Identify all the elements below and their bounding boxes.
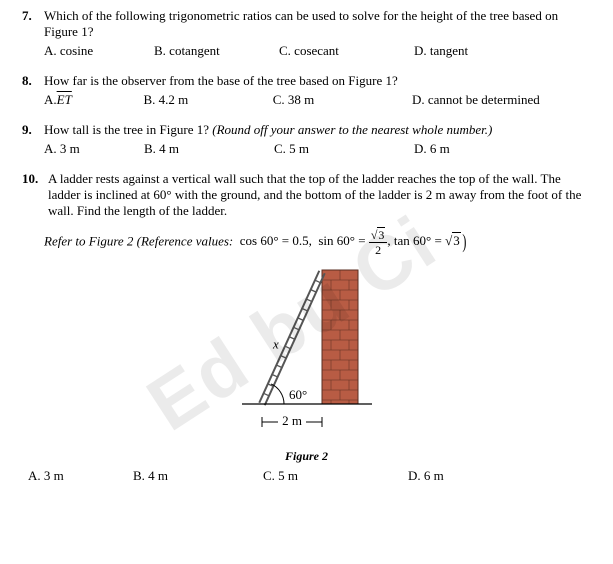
q7-choice-b: B. cotangent xyxy=(154,43,279,59)
q9-text-part1: How tall is the tree in Figure 1? xyxy=(44,122,212,137)
q9-text: How tall is the tree in Figure 1? (Round… xyxy=(44,122,591,138)
q7-number: 7. xyxy=(22,8,44,40)
close-paren: ) xyxy=(462,231,466,254)
q8-text: How far is the observer from the base of… xyxy=(44,73,591,89)
q9-choice-b: B. 4 m xyxy=(144,141,274,157)
ref-sin: sin 60° = xyxy=(318,233,365,248)
figure-2-svg: 60° x 2 m xyxy=(212,262,402,447)
q7-choice-c: C. cosecant xyxy=(279,43,414,59)
q7-choice-a: A. cosine xyxy=(44,43,154,59)
q10-choice-c: C. 5 m xyxy=(263,468,408,484)
figure-2: 60° x 2 m Figure 2 xyxy=(22,262,591,464)
q8-a-value: ET xyxy=(57,92,72,108)
ref-tan: , tan 60° = xyxy=(387,233,441,248)
q9-choices: A. 3 m B. 4 m C. 5 m D. 6 m xyxy=(22,141,591,157)
q10-choice-a: A. 3 m xyxy=(28,468,133,484)
den-2: 2 xyxy=(369,243,388,256)
q10-choices: A. 3 m B. 4 m C. 5 m D. 6 m xyxy=(22,468,591,484)
q7-choices: A. cosine B. cotangent C. cosecant D. ta… xyxy=(22,43,591,59)
q10-choice-d: D. 6 m xyxy=(408,468,508,484)
q8-choice-d: D. cannot be determined xyxy=(412,92,591,108)
q8-choice-b: B. 4.2 m xyxy=(143,92,272,108)
q9-text-italic: (Round off your answer to the nearest wh… xyxy=(212,122,492,137)
q7-text: Which of the following trigonometric rat… xyxy=(44,8,591,40)
svg-text:x: x xyxy=(272,337,279,352)
q10-number: 10. xyxy=(22,171,48,219)
svg-text:2 m: 2 m xyxy=(282,413,302,428)
question-10: 10. A ladder rests against a vertical wa… xyxy=(22,171,591,484)
q10-refer: Refer to Figure 2 (Reference values: cos… xyxy=(22,229,591,256)
figure-2-caption: Figure 2 xyxy=(22,449,591,464)
q8-choice-c: C. 38 m xyxy=(273,92,412,108)
q10-text: A ladder rests against a vertical wall s… xyxy=(48,171,591,219)
q9-choice-c: C. 5 m xyxy=(274,141,414,157)
sqrt3-b: 3 xyxy=(445,233,461,249)
q9-choice-a: A. 3 m xyxy=(44,141,144,157)
refer-prefix: Refer to Figure 2 (Reference values: xyxy=(44,233,233,248)
frac-sqrt3-over-2: 3 2 xyxy=(369,229,388,256)
sqrt3-a: 3 xyxy=(377,227,385,242)
q8-a-prefix: A. xyxy=(44,92,57,108)
question-8: 8. How far is the observer from the base… xyxy=(22,73,591,108)
q10-choice-b: B. 4 m xyxy=(133,468,263,484)
q9-number: 9. xyxy=(22,122,44,138)
q7-choice-d: D. tangent xyxy=(414,43,514,59)
ref-cos: cos 60° = 0.5, xyxy=(240,233,312,248)
q8-choice-a: A. ET xyxy=(44,92,143,108)
q8-choices: A. ET B. 4.2 m C. 38 m D. cannot be dete… xyxy=(22,92,591,108)
q8-number: 8. xyxy=(22,73,44,89)
question-7: 7. Which of the following trigonometric … xyxy=(22,8,591,59)
q9-choice-d: D. 6 m xyxy=(414,141,514,157)
sqrt3-b-rad: 3 xyxy=(452,232,461,248)
question-9: 9. How tall is the tree in Figure 1? (Ro… xyxy=(22,122,591,157)
svg-text:60°: 60° xyxy=(289,387,307,402)
